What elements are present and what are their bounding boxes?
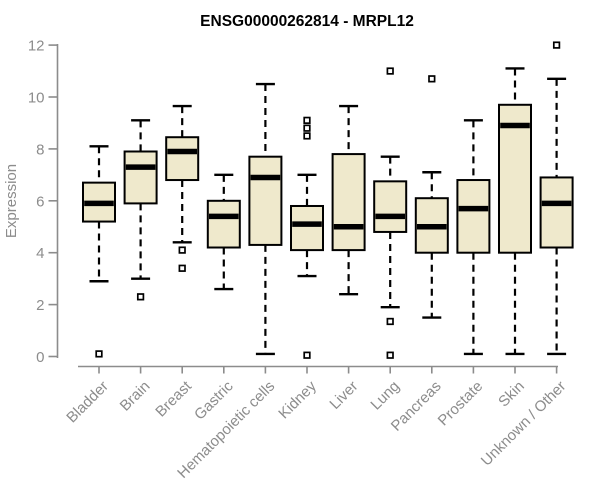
outlier-marker <box>178 246 186 254</box>
x-category-label-lung: Lung <box>367 378 403 414</box>
y-tick-label: 4 <box>36 245 44 262</box>
outlier-marker <box>552 41 561 49</box>
outlier-marker <box>386 351 394 359</box>
box-unknown-other <box>539 41 574 356</box>
box-prostate <box>456 119 491 356</box>
box-brain <box>123 119 158 301</box>
iqr-box <box>373 180 408 233</box>
box-hematopoietic-cells <box>248 82 283 356</box>
box-lung <box>373 67 408 359</box>
outlier-marker <box>303 351 311 359</box>
iqr-box <box>165 136 200 182</box>
x-category-label-kidney: Kidney <box>275 377 320 422</box>
x-category-label-liver: Liver <box>326 378 361 413</box>
x-category-label-skin: Skin <box>495 378 528 411</box>
iqr-box <box>206 199 241 249</box>
outlier-marker <box>95 350 103 358</box>
outlier-marker <box>303 132 311 140</box>
iqr-box <box>290 204 324 252</box>
x-category-label-bladder: Bladder <box>63 378 112 427</box>
outlier-marker <box>386 67 394 75</box>
iqr-box <box>498 103 532 254</box>
iqr-box <box>331 153 366 252</box>
outlier-marker <box>303 124 311 132</box>
x-category-label-prostate: Prostate <box>435 378 487 430</box>
box-gastric <box>206 173 241 291</box>
iqr-box <box>456 179 491 254</box>
y-tick-label: 10 <box>28 90 45 107</box>
iqr-box <box>248 155 283 246</box>
box-skin <box>498 67 532 356</box>
y-tick-label: 0 <box>36 349 44 366</box>
outlier-marker <box>303 116 311 125</box>
box-liver <box>331 104 366 296</box>
outlier-marker <box>178 264 186 272</box>
outlier-marker <box>386 317 394 326</box>
y-tick-label: 8 <box>36 141 44 158</box>
box-breast <box>165 104 200 272</box>
outlier-marker <box>136 293 145 301</box>
box-kidney <box>290 116 324 359</box>
y-tick-label: 2 <box>36 297 44 314</box>
chart-title: ENSG00000262814 - MRPL12 <box>200 13 414 30</box>
outlier-marker <box>428 75 436 83</box>
iqr-box <box>539 176 574 249</box>
box-bladder <box>82 145 116 358</box>
y-tick-label: 6 <box>36 193 44 210</box>
box-pancreas <box>414 75 449 319</box>
y-tick-label: 12 <box>28 38 45 55</box>
x-category-label-breast: Breast <box>152 377 195 420</box>
iqr-box <box>123 150 158 205</box>
plot-area <box>82 41 574 359</box>
y-axis-label: Expression <box>3 164 20 238</box>
x-category-label-brain: Brain <box>117 378 154 415</box>
